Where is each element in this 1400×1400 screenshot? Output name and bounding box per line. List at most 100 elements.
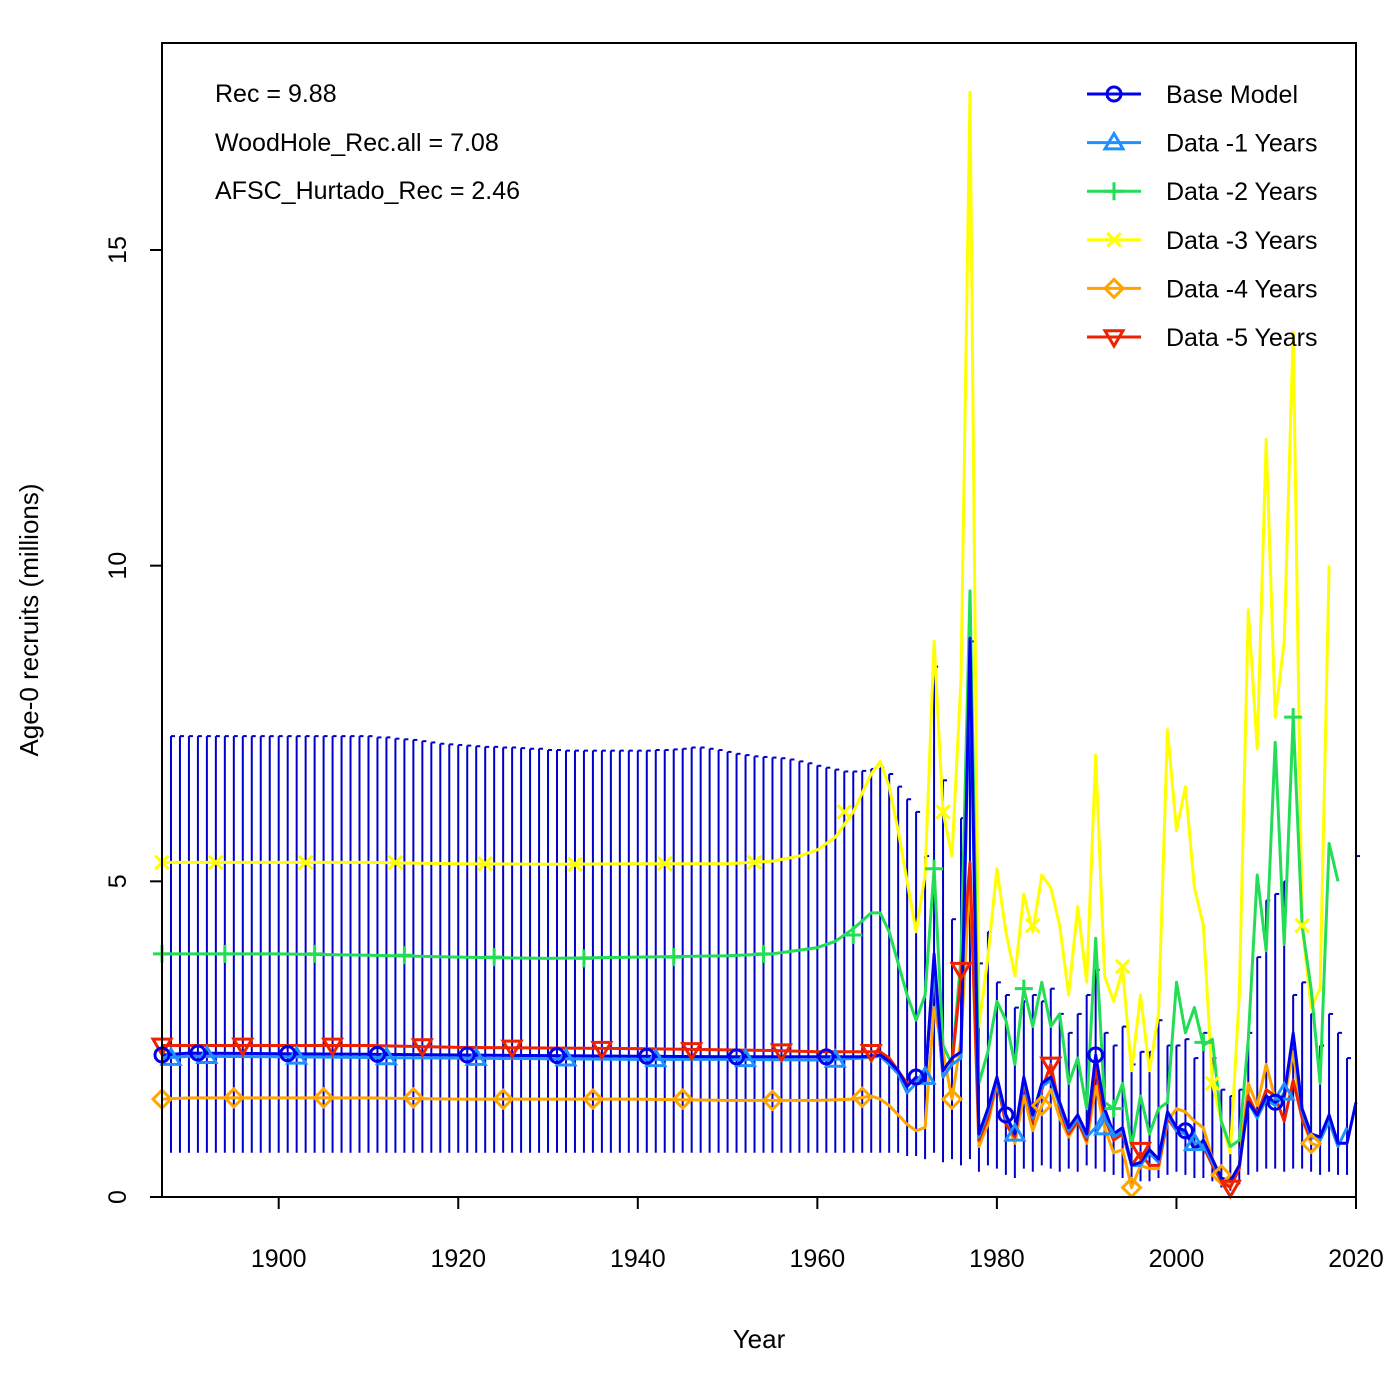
marker-x (746, 854, 763, 871)
annotation-afsc: AFSC_Hurtado_Rec = 2.46 (215, 177, 520, 205)
marker-triangle (1272, 1080, 1296, 1101)
marker-diamond (940, 1088, 964, 1111)
y-tick-label: 0 (104, 1190, 132, 1204)
marker-plus (305, 944, 324, 963)
marker-x (1114, 958, 1131, 975)
marker-plus (844, 925, 863, 944)
marker-triangle (733, 1047, 758, 1068)
marker-diamond (851, 1086, 874, 1109)
marker-x (208, 854, 224, 871)
marker-triangle-down (320, 1037, 345, 1058)
marker-triangle (285, 1044, 309, 1065)
marker-triangle (913, 1065, 937, 1085)
x-tick-label: 1940 (610, 1245, 666, 1273)
marker-triangle-down (769, 1043, 794, 1064)
marker-triangle-down (1102, 329, 1126, 349)
legend-label: Data -4 Years (1166, 275, 1318, 303)
marker-circle (997, 1106, 1015, 1124)
marker-x (567, 856, 583, 873)
marker-circle (1266, 1093, 1284, 1111)
annotation-woodhole: WoodHole_Rec.all = 7.08 (215, 129, 499, 157)
legend-label: Data -5 Years (1166, 324, 1318, 352)
marker-diamond (581, 1088, 605, 1111)
marker-plus (925, 859, 944, 878)
marker-x (836, 804, 853, 820)
marker-triangle-down (680, 1042, 704, 1062)
marker-plus (1284, 708, 1303, 727)
marker-circle (279, 1045, 297, 1063)
x-tick-label: 1900 (251, 1245, 307, 1273)
marker-diamond (492, 1088, 515, 1111)
marker-x (1204, 1075, 1221, 1092)
marker-circle (189, 1044, 207, 1062)
marker-triangle (1003, 1121, 1027, 1142)
marker-triangle-down (231, 1037, 255, 1058)
marker-triangle-down (1039, 1056, 1063, 1077)
marker-x (656, 855, 673, 872)
marker-circle (1176, 1122, 1194, 1140)
marker-circle (548, 1047, 566, 1065)
marker-plus (1194, 1033, 1213, 1052)
marker-plus (574, 949, 593, 968)
marker-triangle-down (410, 1038, 434, 1059)
y-axis-label: Age-0 recruits (millions) (14, 483, 44, 756)
marker-plus (395, 946, 414, 965)
x-axis-label: Year (733, 1324, 786, 1354)
y-tick-label: 10 (104, 552, 132, 580)
x-tick-label: 2020 (1328, 1245, 1384, 1273)
marker-triangle-down (1128, 1141, 1153, 1162)
marker-circle (817, 1048, 835, 1066)
marker-x (935, 804, 951, 820)
annotation-rec: Rec = 9.88 (215, 80, 337, 108)
annotations: Rec = 9.88 WoodHole_Rec.all = 7.08 AFSC_… (215, 80, 520, 205)
marker-plus (754, 944, 773, 963)
marker-diamond (402, 1086, 425, 1110)
marker-diamond (1102, 277, 1126, 300)
series-line-0 (161, 636, 1358, 1183)
marker-circle (907, 1068, 925, 1086)
x-axis: 1900 1920 1940 1960 1980 2000 2020 (251, 1197, 1384, 1273)
marker-diamond (312, 1086, 335, 1110)
marker-triangle (644, 1047, 668, 1068)
marker-plus (1105, 182, 1123, 201)
marker-diamond (1030, 1094, 1053, 1117)
marker-triangle (1093, 1115, 1117, 1136)
marker-circle (1105, 85, 1123, 103)
plot-area (150, 90, 1360, 1200)
y-axis: 0 5 10 15 (104, 236, 162, 1204)
marker-triangle (554, 1046, 578, 1067)
marker-triangle-down (949, 961, 973, 982)
marker-circle (728, 1048, 746, 1066)
marker-triangle-down (1218, 1179, 1242, 1200)
marker-x (1024, 917, 1041, 934)
x-tick-label: 1980 (969, 1245, 1025, 1273)
marker-plus (1014, 979, 1033, 998)
plot-frame (161, 42, 1357, 1198)
marker-x (1106, 231, 1122, 248)
marker-plus (485, 948, 504, 967)
marker-triangle-down (590, 1040, 614, 1061)
marker-triangle (823, 1048, 847, 1068)
marker-triangle-down (500, 1039, 524, 1060)
marker-triangle (374, 1045, 399, 1066)
marker-diamond (671, 1088, 694, 1111)
legend: Base Model Data -1 Years Data -2 Years Data… (1087, 81, 1318, 352)
marker-diamond (761, 1089, 784, 1112)
marker-diamond (222, 1086, 245, 1110)
marker-circle (458, 1046, 476, 1064)
y-tick-label: 15 (104, 236, 132, 264)
series-markers (150, 708, 1323, 1200)
marker-triangle (1102, 130, 1126, 151)
marker-plus (1104, 1099, 1123, 1118)
x-tick-label: 1920 (430, 1245, 486, 1273)
error-bars (169, 640, 1360, 1191)
marker-diamond (1299, 1132, 1323, 1155)
marker-circle (1087, 1046, 1105, 1064)
series-line-3 (162, 90, 1331, 1155)
marker-circle (638, 1047, 656, 1065)
series-line-2 (162, 589, 1340, 1148)
series-line-4 (161, 873, 1321, 1189)
legend-label: Data -2 Years (1166, 178, 1318, 206)
marker-x (477, 855, 493, 872)
